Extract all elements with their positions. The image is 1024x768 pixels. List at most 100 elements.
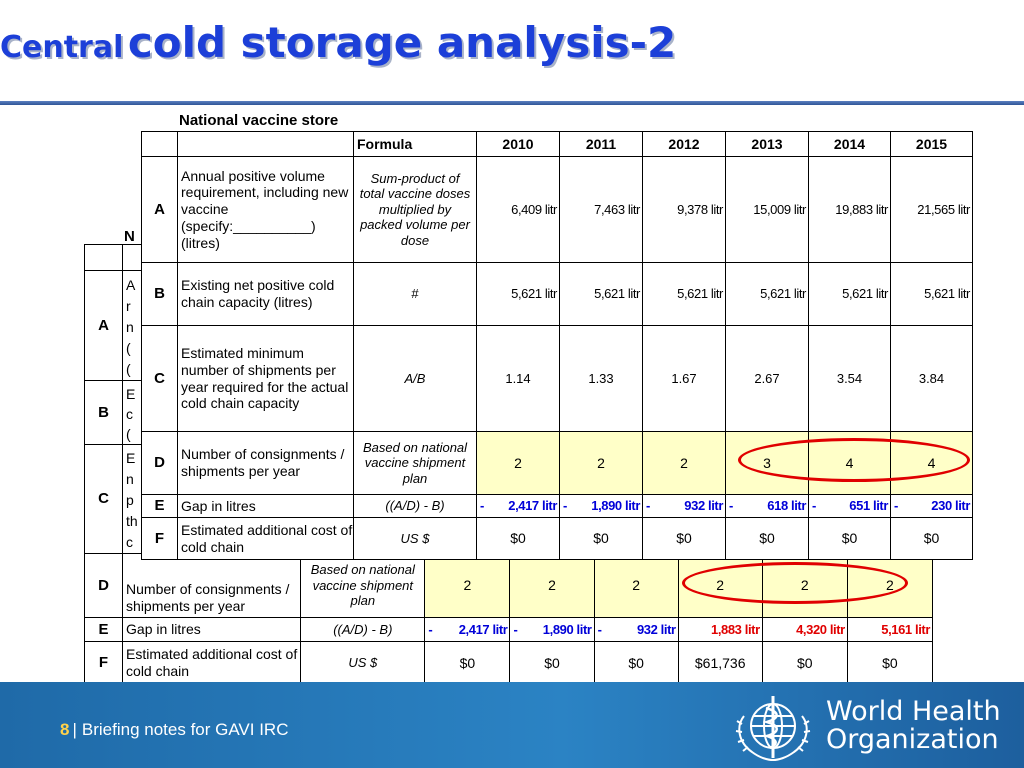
cell-value: $0 xyxy=(846,641,934,685)
cell-value: 9,378 litr xyxy=(642,156,726,263)
footer-text: Briefing notes for GAVI IRC xyxy=(81,720,289,739)
cell-value: $0 xyxy=(725,517,809,560)
cell-value: 6,409 litr xyxy=(476,156,560,263)
header-year: 2013 xyxy=(725,131,809,157)
cell-value: 1,883 litr xyxy=(677,617,763,642)
cell-value: -1,890 litr xyxy=(559,494,643,518)
cell-value: 2 xyxy=(559,431,643,495)
cell-value: $0 xyxy=(642,517,726,560)
cell-value: 15,009 litr xyxy=(725,156,809,263)
row-desc: Gap in litres xyxy=(122,617,302,642)
header-year: 2012 xyxy=(642,131,726,157)
cell-value: 5,621 litr xyxy=(890,262,973,326)
cell-value: -2,417 litr xyxy=(476,494,560,518)
row-formula: Sum-product of total vaccine doses multi… xyxy=(353,156,477,263)
cell-value: $61,736 xyxy=(677,641,763,685)
table-row: C Estimated minimum number of shipments … xyxy=(141,325,973,432)
cell-value: -651 litr xyxy=(808,494,891,518)
footer-caption: 8 | Briefing notes for GAVI IRC xyxy=(60,720,289,740)
page-number: 8 xyxy=(60,720,70,739)
row-formula: ((A/D) - B) xyxy=(353,494,477,518)
row-id: B xyxy=(83,380,124,445)
cell-value: $0 xyxy=(559,517,643,560)
row-desc: Estimated minimum number of shipments pe… xyxy=(177,325,354,432)
row-id: F xyxy=(83,641,124,685)
cell-value: -932 litr xyxy=(642,494,726,518)
title-main: cold storage analysis-2 xyxy=(127,18,677,67)
title-divider xyxy=(0,101,1024,105)
cell-value: 2 xyxy=(509,553,595,618)
cell-value: 2.67 xyxy=(725,325,809,432)
row-formula: # xyxy=(353,262,477,326)
cell-value: -1,890 litr xyxy=(509,617,595,642)
row-id: B xyxy=(141,262,178,326)
row-desc: Number of consignments / shipments per y… xyxy=(122,553,302,618)
row-formula: US $ xyxy=(300,641,426,685)
cell-value: 5,621 litr xyxy=(725,262,809,326)
row-formula: Based on national vaccine shipment plan xyxy=(300,553,426,618)
cell-value: $0 xyxy=(476,517,560,560)
footer-bar xyxy=(0,682,1024,768)
cell-value: 2 xyxy=(593,553,679,618)
cell-value: 1.14 xyxy=(476,325,560,432)
row-desc: Existing net positive cold chain capacit… xyxy=(177,262,354,326)
cell-value: 2 xyxy=(476,431,560,495)
cell-value: 5,621 litr xyxy=(559,262,643,326)
front-highlight-oval xyxy=(738,438,970,482)
cell-value: $0 xyxy=(509,641,595,685)
row-id: C xyxy=(141,325,178,432)
table-row: A Annual positive volume requirement, in… xyxy=(141,156,973,263)
who-name-line2: Organization xyxy=(826,724,999,755)
row-desc: Estimated additional cost of cold chain xyxy=(177,517,354,560)
front-analysis-table: Formula 2010 2011 2012 2013 2014 2015 A … xyxy=(141,131,973,560)
header-year: 2011 xyxy=(559,131,643,157)
cell-value: $0 xyxy=(424,641,511,685)
row-id: E xyxy=(141,494,178,518)
cell-value: 19,883 litr xyxy=(808,156,891,263)
header-year: 2014 xyxy=(808,131,891,157)
row-formula: ((A/D) - B) xyxy=(300,617,426,642)
cell-value: 1.33 xyxy=(559,325,643,432)
cell-value: $0 xyxy=(808,517,891,560)
row-id: C xyxy=(83,444,124,554)
cell-value: 7,463 litr xyxy=(559,156,643,263)
cell-value: $0 xyxy=(890,517,973,560)
cell-value: 21,565 litr xyxy=(890,156,973,263)
row-id: A xyxy=(83,270,124,381)
row-formula: Based on national vaccine shipment plan xyxy=(353,431,477,495)
cell-value: $0 xyxy=(761,641,848,685)
row-id: D xyxy=(141,431,178,495)
back-highlight-oval xyxy=(682,562,908,604)
slide-title: Central cold storage analysis-2 xyxy=(0,18,1024,98)
row-id: E xyxy=(83,617,124,642)
cell-value: 5,161 litr xyxy=(846,617,934,642)
row-desc: Gap in litres xyxy=(177,494,354,518)
table-row: F Estimated additional cost of cold chai… xyxy=(141,517,973,560)
row-desc: Estimated additional cost of cold chain xyxy=(122,641,302,685)
back-table-heading: N xyxy=(124,228,135,245)
header-year: 2010 xyxy=(476,131,560,157)
row-id: D xyxy=(83,553,124,618)
row-desc: Annual positive volume requirement, incl… xyxy=(177,156,354,263)
front-table-heading: National vaccine store xyxy=(179,112,339,129)
front-table-heading-area: National vaccine store xyxy=(141,109,972,131)
table-row: E Gap in litres ((A/D) - B) -2,417 litr … xyxy=(83,617,934,642)
table-header-row: Formula 2010 2011 2012 2013 2014 2015 xyxy=(141,131,973,157)
cell-value: 5,621 litr xyxy=(808,262,891,326)
cell-value: -2,417 litr xyxy=(424,617,511,642)
who-name-line1: World Health xyxy=(826,696,1001,727)
who-wordmark: World Health Organization xyxy=(826,698,1001,754)
cell-value: 5,621 litr xyxy=(476,262,560,326)
table-row: E Gap in litres ((A/D) - B) -2,417 litr … xyxy=(141,494,973,518)
cell-value: 2 xyxy=(642,431,726,495)
table-row: F Estimated additional cost of cold chai… xyxy=(83,641,934,685)
footer-separator: | xyxy=(72,720,77,739)
cell-value: -618 litr xyxy=(725,494,809,518)
table-row: B Existing net positive cold chain capac… xyxy=(141,262,973,326)
cell-value: 3.84 xyxy=(890,325,973,432)
cell-value: 1.67 xyxy=(642,325,726,432)
cell-value: 5,621 litr xyxy=(642,262,726,326)
row-formula: US $ xyxy=(353,517,477,560)
header-year: 2015 xyxy=(890,131,973,157)
row-id: A xyxy=(141,156,178,263)
